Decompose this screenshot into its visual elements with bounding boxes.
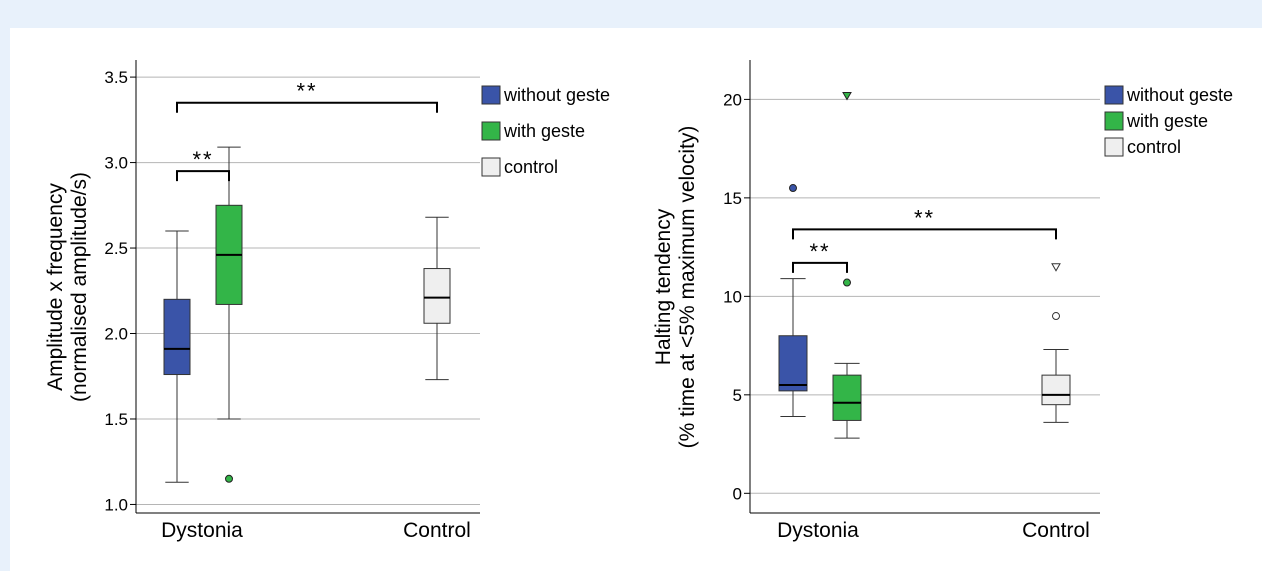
legend-swatch: [481, 157, 501, 177]
legend-label: with geste: [503, 121, 585, 141]
box-iqr: [1041, 374, 1071, 406]
box-with-geste: [215, 146, 243, 483]
y-tick-label: 3.0: [104, 154, 128, 173]
box-without-geste: [778, 184, 808, 417]
y-tick-label: 5: [733, 386, 742, 405]
legend: without geste with geste control: [1104, 85, 1233, 157]
significance-label: **: [914, 205, 935, 230]
y-tick-label: 2.5: [104, 239, 128, 258]
x-category-label: Control: [403, 519, 471, 542]
chart-panel-1: 1.0 1.5 2.0 2.5 3.0 3.5 Amplitude x frequency(…: [44, 60, 610, 542]
significance-label: **: [192, 147, 213, 172]
y-tick-label: 10: [723, 287, 742, 306]
legend-swatch: [1104, 111, 1124, 131]
y-tick-label: 1.5: [104, 410, 128, 429]
legend-label: without geste: [503, 85, 610, 105]
significance-bracket: **: [176, 147, 230, 182]
legend-label: without geste: [1126, 85, 1233, 105]
box-iqr: [832, 374, 862, 421]
significance-label: **: [296, 79, 317, 104]
legend-swatch: [481, 121, 501, 141]
significance-bracket: **: [792, 205, 1057, 240]
y-axis-title-line: (normalised amplitude/s): [68, 172, 91, 402]
legend-swatch: [1104, 85, 1124, 105]
y-tick-label: 0: [733, 484, 742, 503]
box-iqr: [423, 268, 451, 324]
y-axis-title-line: Amplitude x frequency: [44, 183, 67, 391]
y-tick-label: 15: [723, 189, 742, 208]
legend-label: with geste: [1126, 111, 1208, 131]
y-tick-label: 2.0: [104, 325, 128, 344]
legend-label: control: [504, 157, 558, 177]
outlier-point: [1052, 312, 1060, 321]
significance-label: **: [809, 239, 830, 264]
bracket-line: [792, 261, 848, 273]
x-category-label: Control: [1022, 519, 1090, 542]
chart-panel-2: 0 5 10 15 20 Halting tendency(% time at <5% m…: [652, 60, 1233, 542]
x-category-label: Dystonia: [161, 519, 243, 542]
extreme-point: [1051, 263, 1061, 272]
y-axis-title-line: Halting tendency: [652, 208, 675, 365]
x-category-label: Dystonia: [777, 519, 859, 542]
bracket-line: [176, 170, 230, 182]
box-without-geste: [163, 230, 191, 483]
y-axis-title-line: (% time at <5% maximum velocity): [676, 126, 699, 449]
bracket-line: [176, 101, 438, 113]
legend-swatch: [481, 85, 501, 105]
y-tick-label: 3.5: [104, 68, 128, 87]
figure: 1.0 1.5 2.0 2.5 3.0 3.5 Amplitude x frequency(…: [10, 28, 1262, 571]
y-tick-label: 20: [723, 90, 742, 109]
box-iqr: [778, 335, 808, 392]
legend-label: control: [1127, 137, 1181, 157]
bracket-line: [792, 228, 1057, 240]
outlier-point: [225, 474, 233, 483]
box-with-geste: [832, 91, 862, 439]
outlier-point: [843, 278, 851, 287]
box-iqr: [163, 298, 191, 376]
outlier-point: [789, 184, 797, 193]
box-control: [1041, 263, 1071, 423]
y-axis-title: Amplitude x frequency(normalised amplitu…: [44, 172, 91, 402]
box-control: [423, 216, 451, 381]
y-axis-title: Halting tendency(% time at <5% maximum v…: [652, 126, 699, 449]
legend-swatch: [1104, 137, 1124, 157]
significance-bracket: **: [176, 79, 438, 113]
legend: without geste with geste control: [481, 85, 610, 177]
y-tick-label: 1.0: [104, 495, 128, 514]
significance-bracket: **: [792, 239, 848, 273]
extreme-point: [842, 91, 852, 101]
